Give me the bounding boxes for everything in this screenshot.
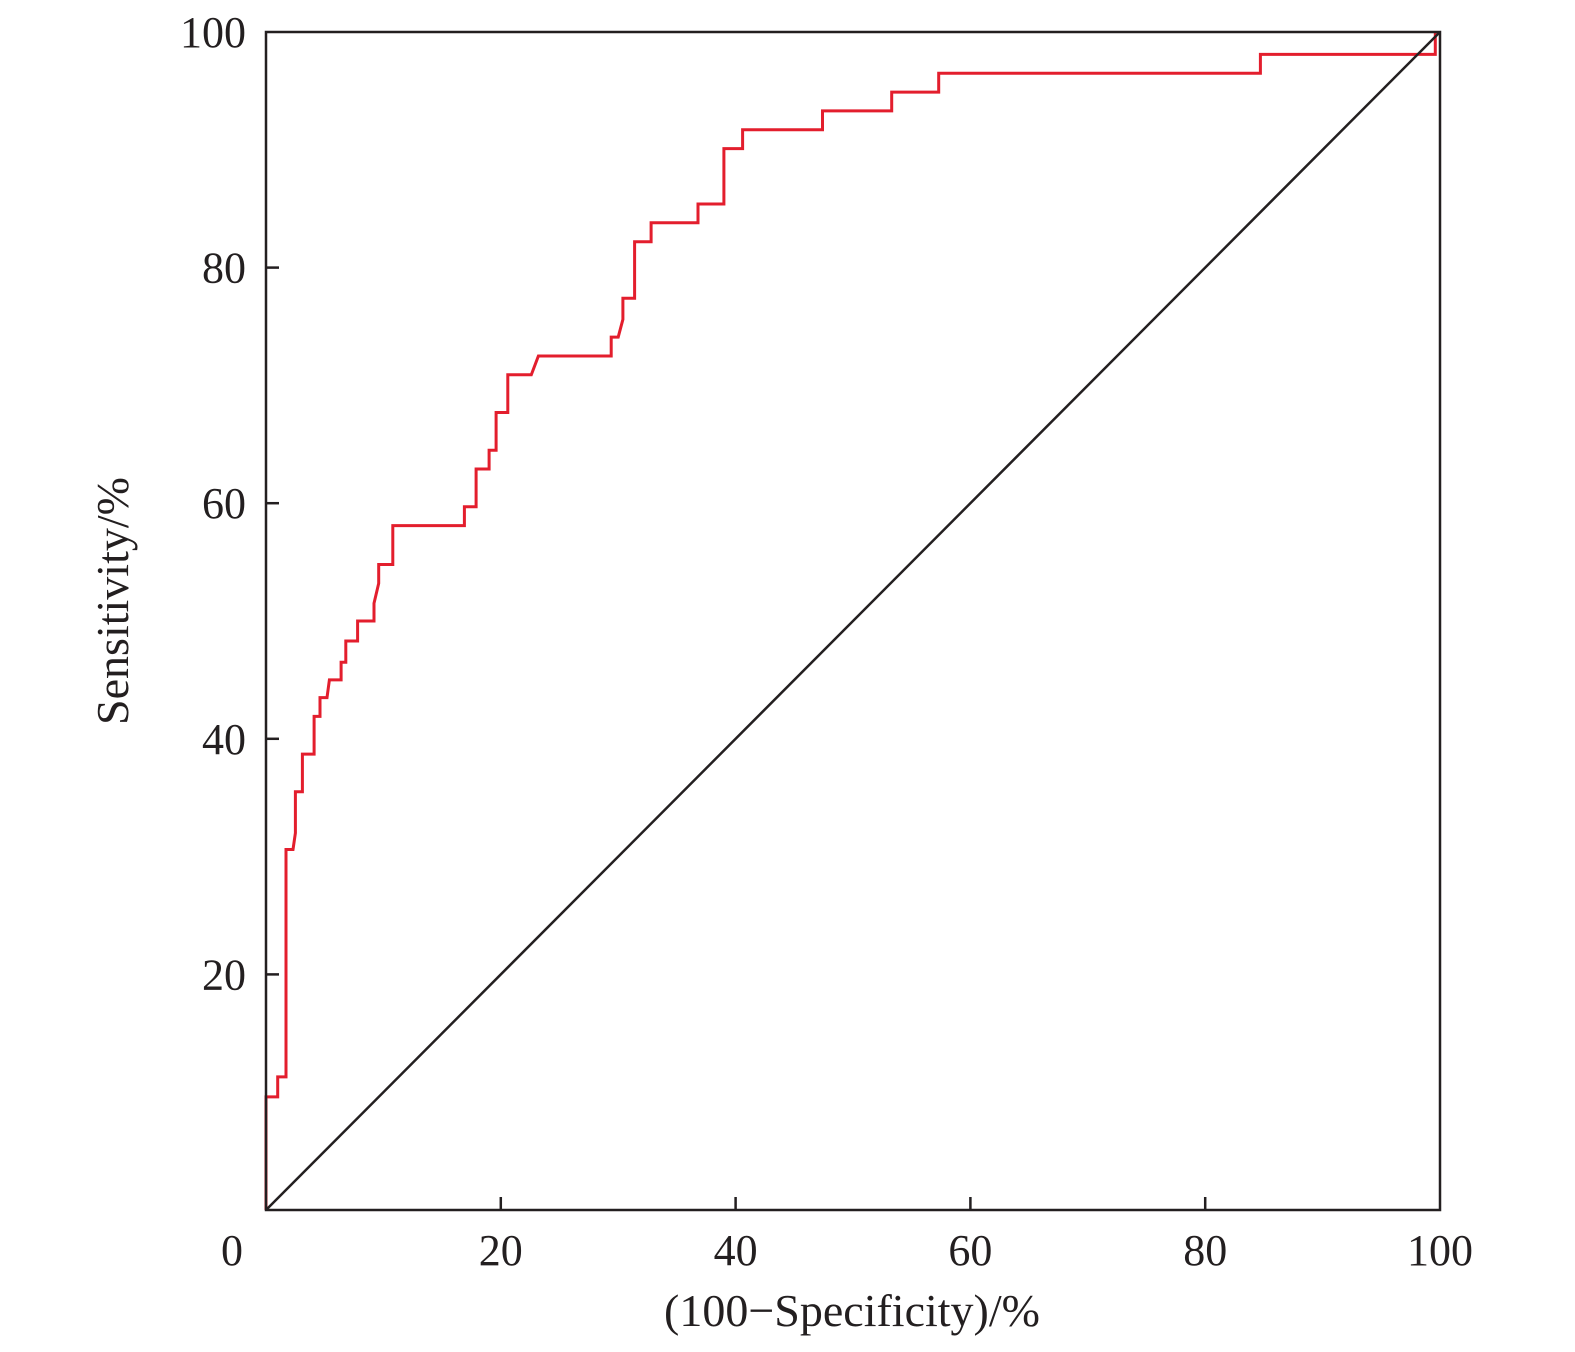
y-tick-label: 100 (180, 8, 246, 57)
y-tick-label: 20 (202, 950, 246, 999)
ticks-layer: 0 20 40 60 80 100 20 40 60 80 100 (180, 8, 1473, 1275)
reference-diagonal-line (265, 31, 1441, 1211)
x-tick-label: 40 (714, 1226, 758, 1275)
y-tick-label: 80 (202, 244, 246, 293)
roc-curve-line (264, 32, 1437, 1210)
x-tick-label: 20 (479, 1226, 523, 1275)
x-tick-label: 100 (1407, 1226, 1473, 1275)
y-axis-title: Sensitivity/% (87, 477, 138, 725)
x-tick-label: 60 (948, 1226, 992, 1275)
x-axis-title: (100−Specificity)/% (664, 1285, 1040, 1336)
x-tick-label: 0 (221, 1226, 243, 1275)
y-tick-label: 60 (202, 479, 246, 528)
plot-frame (264, 30, 1442, 1212)
series-layer (264, 31, 1441, 1211)
y-tick-label: 40 (202, 715, 246, 764)
x-tick-label: 80 (1183, 1226, 1227, 1275)
